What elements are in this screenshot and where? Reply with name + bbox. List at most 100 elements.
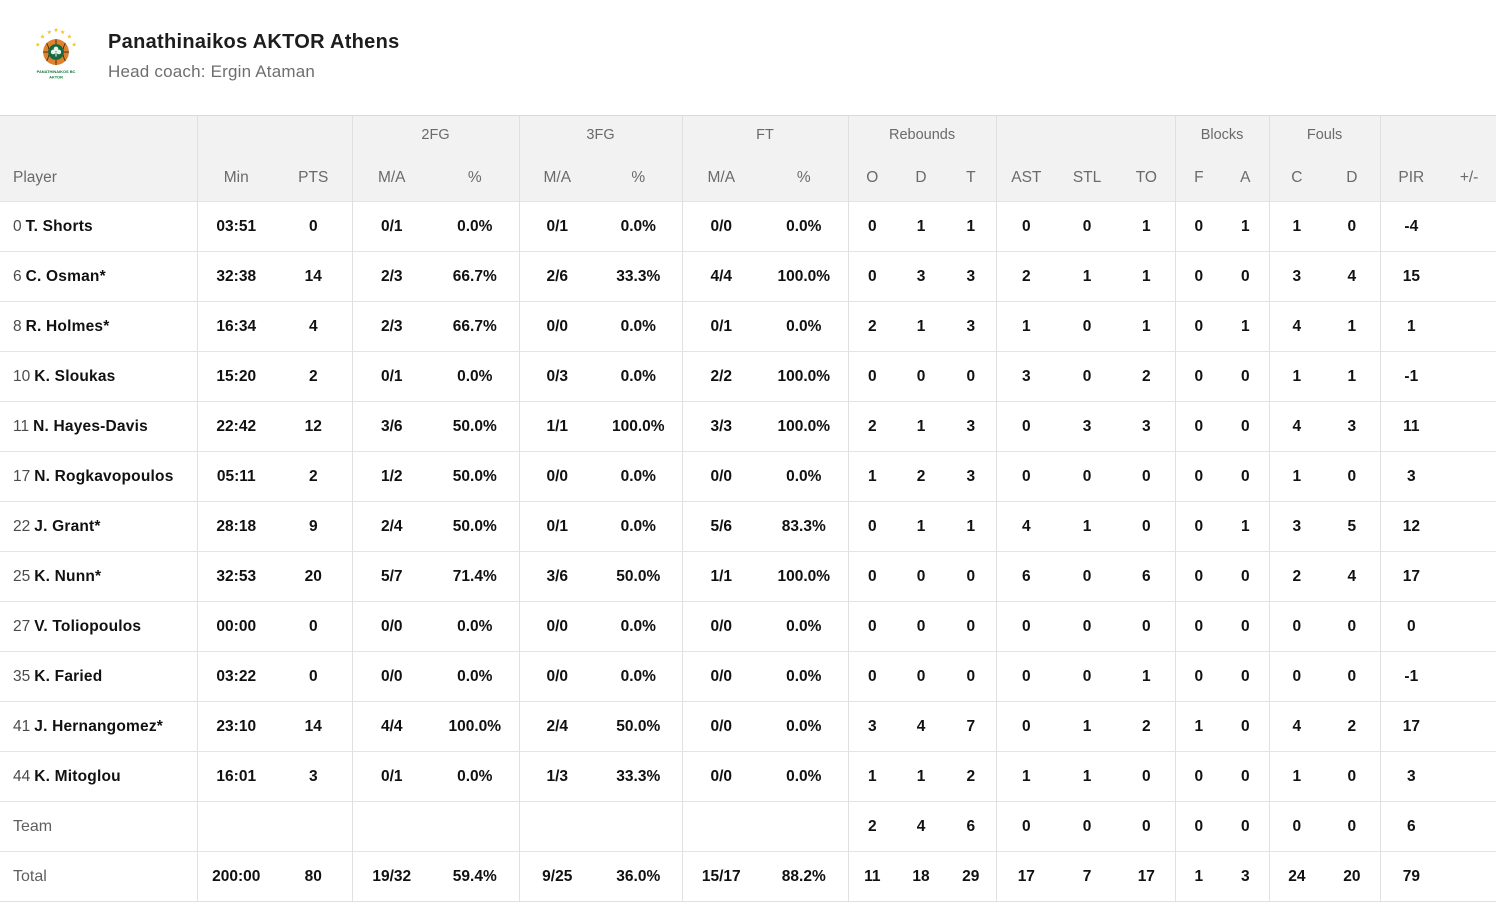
stat-cell: 4 <box>275 301 352 352</box>
player-cell: 27 V. Toliopoulos <box>0 601 197 652</box>
svg-text:★: ★ <box>60 29 65 36</box>
stat-cell: 1 <box>1118 251 1176 302</box>
stat-cell: 03:22 <box>196 651 275 702</box>
stat-cell: 3 <box>1118 401 1176 452</box>
jersey-number: 27 <box>13 617 31 635</box>
stat-cell <box>1442 551 1496 602</box>
stat-cell: 1 <box>1056 701 1119 752</box>
stat-cell: 1 <box>1268 751 1325 802</box>
stat-cell: 3 <box>946 401 997 452</box>
stat-cell <box>1442 701 1496 752</box>
stat-cell: 0 <box>1174 401 1223 452</box>
stat-cell: 1 <box>1379 301 1443 352</box>
stat-cell: 6 <box>1379 801 1443 852</box>
stat-cell: 0 <box>847 251 897 302</box>
stat-cell: 1 <box>1174 701 1223 752</box>
player-name: K. Faried <box>34 667 103 685</box>
stat-cell: 16:34 <box>196 301 275 352</box>
team-logo: ★ ★ ★ ★ ★ ★ ★ <box>33 25 79 81</box>
stat-cell: 2 <box>946 751 997 802</box>
stat-cell: 4 <box>1268 701 1325 752</box>
stat-cell: 3 <box>275 751 352 802</box>
player-row: 44 K. Mitoglou 16:01 3 0/1 0.0% 1/3 33.3% 0/0 0.0… <box>0 751 1496 802</box>
stat-cell: 83.3% <box>760 501 849 552</box>
stat-cell: 1 <box>896 301 947 352</box>
stat-cell: 50.0% <box>595 551 683 602</box>
stat-cell: 0.0% <box>595 351 683 402</box>
jersey-number: 6 <box>13 267 22 285</box>
stat-cell: 0 <box>1118 451 1176 502</box>
svg-text:★: ★ <box>40 34 45 41</box>
stat-cell: 18 <box>896 851 947 902</box>
stat-cell: 0.0% <box>431 751 520 802</box>
column-header-blocks-f: F <box>1174 154 1223 202</box>
stat-cell: 0 <box>1324 801 1381 852</box>
column-header-min: Min <box>196 154 275 202</box>
stat-cell: 0 <box>1118 751 1176 802</box>
stat-cell: 0 <box>1056 601 1119 652</box>
stat-cell: 2 <box>1118 351 1176 402</box>
player-row: 27 V. Toliopoulos 00:00 0 0/0 0.0% 0/0 0.0% 0/0 0… <box>0 601 1496 652</box>
header-spacer <box>1379 115 1496 154</box>
stat-cell: 0 <box>1056 551 1119 602</box>
player-cell: 41 J. Hernangomez* <box>0 701 197 752</box>
stat-cell: 20 <box>275 551 352 602</box>
team-header: ★ ★ ★ ★ ★ ★ ★ <box>0 0 1496 115</box>
stat-cell: 100.0% <box>595 401 683 452</box>
stat-cell: 80 <box>275 851 352 902</box>
stat-cell: 0.0% <box>760 201 849 252</box>
stat-cell: 0 <box>946 651 997 702</box>
stat-cell: 0/0 <box>518 451 596 502</box>
stat-cell: 0 <box>1222 701 1270 752</box>
stat-cell: 0.0% <box>431 651 520 702</box>
stat-cell: 3 <box>995 351 1057 402</box>
svg-text:★: ★ <box>47 29 52 36</box>
stat-cell: 1 <box>946 501 997 552</box>
stat-cell: 0 <box>995 451 1057 502</box>
column-header-plusminus: +/- <box>1442 154 1496 202</box>
stat-cell: 7 <box>1056 851 1119 902</box>
column-header-ft-pct: % <box>760 154 849 202</box>
player-cell: 35 K. Faried <box>0 651 197 702</box>
title-block: Panathinaikos AKTOR Athens Head coach: E… <box>108 25 400 82</box>
stat-cell: 2 <box>847 301 897 352</box>
header-group-ft: FT <box>681 115 849 154</box>
jersey-number: 22 <box>13 517 31 535</box>
stat-cell: 00:00 <box>196 601 275 652</box>
stat-cell: 11 <box>1379 401 1443 452</box>
stat-cell <box>275 801 352 852</box>
stat-cell: 1/3 <box>518 751 596 802</box>
stat-cell: 3/6 <box>351 401 431 452</box>
stat-cell: 1 <box>1174 851 1223 902</box>
column-header-stl: STL <box>1056 154 1119 202</box>
stat-cell <box>1442 651 1496 702</box>
stat-cell: 0 <box>1222 251 1270 302</box>
logo-stars: ★ ★ ★ ★ ★ ★ ★ <box>35 27 77 48</box>
stat-cell: 36.0% <box>595 851 683 902</box>
stat-cell: 0 <box>1174 601 1223 652</box>
stat-cell: 1 <box>1056 501 1119 552</box>
stat-cell: 1 <box>1118 201 1176 252</box>
logo-text-line1: PANATHINAIKOS BC <box>37 69 76 74</box>
player-row: 25 K. Nunn* 32:53 20 5/7 71.4% 3/6 50.0% 1/1 100.… <box>0 551 1496 602</box>
stat-cell: 0 <box>1174 301 1223 352</box>
stat-cell: 0 <box>1118 501 1176 552</box>
stat-cell: 0 <box>847 501 897 552</box>
stat-cell: 20 <box>1324 851 1381 902</box>
stat-cell: 0 <box>1268 601 1325 652</box>
stat-cell: 32:38 <box>196 251 275 302</box>
stat-cell <box>1442 201 1496 252</box>
stat-cell: 14 <box>275 701 352 752</box>
player-row: 6 C. Osman* 32:38 14 2/3 66.7% 2/6 33.3% 4/4 100.… <box>0 251 1496 302</box>
stat-cell: 2 <box>1118 701 1176 752</box>
stat-cell: 0.0% <box>595 301 683 352</box>
player-name: V. Toliopoulos <box>34 617 142 635</box>
column-header-2fg-ma: M/A <box>351 154 431 202</box>
stat-cell: 2 <box>1268 551 1325 602</box>
stat-cell: 0 <box>1056 301 1119 352</box>
stat-cell: 0 <box>1174 201 1223 252</box>
header-spacer <box>995 115 1176 154</box>
player-cell: 11 N. Hayes-Davis <box>0 401 197 452</box>
stat-cell: 0.0% <box>760 301 849 352</box>
stat-cell: 0/0 <box>681 701 761 752</box>
